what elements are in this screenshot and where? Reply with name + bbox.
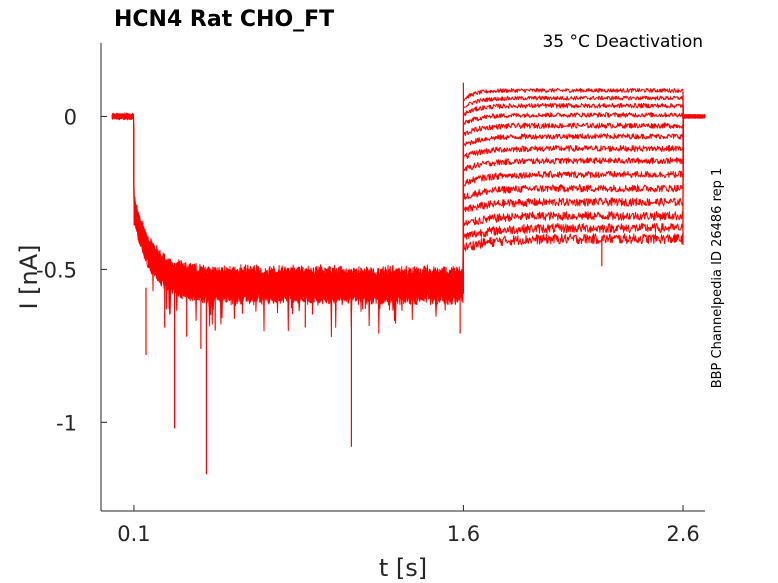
source-note: BBP Channelpedia ID 26486 rep 1 (710, 168, 725, 389)
x-ticks-group: 0.1 1.6 2.6 (117, 505, 700, 546)
x-tick-label-3: 2.6 (666, 522, 699, 546)
y-ticks-group: 0 -0.5 -1 (36, 105, 107, 435)
traces-group (111, 82, 706, 475)
conditioning-noise-band (133, 191, 464, 303)
axes-group (100, 43, 705, 512)
x-tick-label-2: 1.6 (447, 522, 480, 546)
y-tick-label-2: -0.5 (36, 258, 77, 282)
x-tick-label-1: 0.1 (117, 522, 150, 546)
chart-subtitle: 35 °C Deactivation (542, 32, 703, 52)
y-tick-label-3: -1 (56, 411, 77, 435)
chart-title: HCN4 Rat CHO_FT (114, 7, 334, 32)
y-tick-label-1: 0 (64, 105, 77, 129)
x-axis-label: t [s] (379, 554, 427, 582)
y-axis-label: I [nA] (15, 244, 43, 309)
